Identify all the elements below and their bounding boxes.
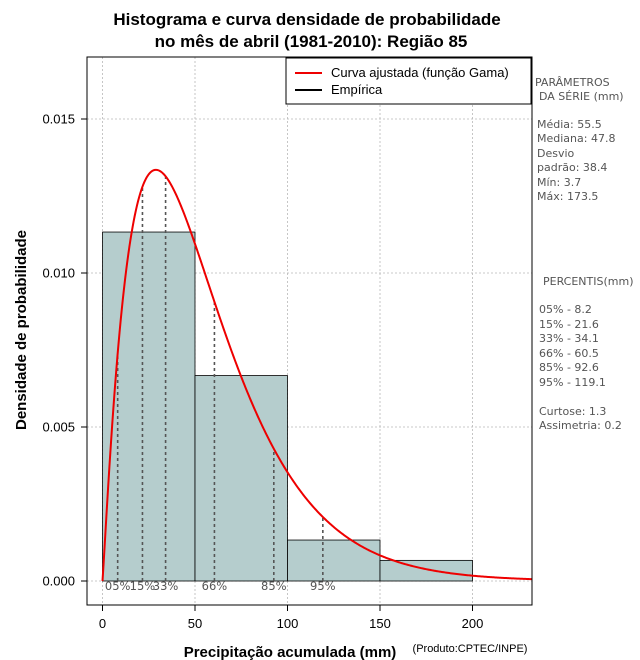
- percentile-label-05: 05%: [105, 579, 131, 593]
- x-axis-label: Precipitação acumulada (mm): [184, 644, 397, 660]
- legend-curve-label: Curva ajustada (função Gama): [331, 65, 509, 80]
- stat-min: Mín: 3.7: [537, 176, 581, 189]
- histogram-bar-2: [194, 375, 288, 582]
- stat-media: Média: 55.5: [537, 118, 602, 131]
- bars-layer: [102, 231, 473, 582]
- params-title-1: PARÂMETROS: [535, 76, 610, 89]
- axes-layer: 0 50 100 150 200 0.000 0.005 0.010 0.015: [42, 112, 483, 632]
- y-axis-label: Densidade de probabilidade: [13, 230, 30, 430]
- percentile-label-85: 85%: [261, 579, 287, 593]
- stat-max: Máx: 173.5: [537, 190, 598, 203]
- percentil-85: 85% - 92.6: [539, 361, 599, 374]
- curve-layer: [101, 168, 533, 582]
- histogram-bar-1: [102, 231, 196, 582]
- fitted-gamma-curve: [101, 168, 533, 582]
- stat-desvio-2: padrão: 38.4: [537, 161, 607, 174]
- percentile-label-95: 95%: [310, 579, 336, 593]
- x-tick-label-50: 50: [188, 616, 202, 631]
- percentil-33: 33% - 34.1: [539, 332, 599, 345]
- stat-mediana: Mediana: 47.8: [537, 132, 615, 145]
- percentil-05: 05% - 8.2: [539, 303, 592, 316]
- percentile-label-66: 66%: [202, 579, 228, 593]
- side-panel: PARÂMETROS DA SÉRIE (mm) Média: 55.5 Med…: [535, 76, 634, 432]
- legend-box: [285, 57, 532, 105]
- credit-label: (Produto:CPTEC/INPE): [413, 643, 528, 655]
- legend-empirical-label: Empírica: [331, 82, 383, 97]
- percentil-95: 95% - 119.1: [539, 376, 606, 389]
- y-tick-label-0: 0.000: [42, 574, 75, 589]
- chart-title-line2: no mês de abril (1981-2010): Região 85: [155, 32, 468, 51]
- chart-title-line1: Histograma e curva densidade de probabil…: [113, 10, 500, 29]
- y-tick-label-1: 0.005: [42, 420, 75, 435]
- y-tick-label-2: 0.010: [42, 266, 75, 281]
- x-tick-label-100: 100: [277, 616, 299, 631]
- histogram-bar-3: [287, 539, 381, 582]
- histogram-bar-4: [379, 559, 473, 582]
- percentile-lines-layer: 05% 15%33% 66% 85% 95%: [105, 176, 336, 593]
- x-tick-label-200: 200: [462, 616, 484, 631]
- stat-curtose: Curtose: 1.3: [539, 405, 606, 418]
- plot-frame: [86, 56, 533, 606]
- x-tick-label-150: 150: [369, 616, 391, 631]
- stat-assimetria: Assimetria: 0.2: [539, 419, 622, 432]
- percentis-title: PERCENTIS(mm): [543, 275, 634, 288]
- y-tick-label-3: 0.015: [42, 112, 75, 127]
- percentile-label-33: 33%: [153, 579, 179, 593]
- percentile-label-15: 15%: [130, 579, 156, 593]
- x-tick-label-0: 0: [99, 616, 106, 631]
- percentil-66: 66% - 60.5: [539, 347, 599, 360]
- legend: Curva ajustada (função Gama) Empírica: [285, 57, 532, 105]
- params-title-2: DA SÉRIE (mm): [539, 90, 624, 103]
- percentil-15: 15% - 21.6: [539, 318, 599, 331]
- stat-desvio-1: Desvio: [537, 147, 575, 160]
